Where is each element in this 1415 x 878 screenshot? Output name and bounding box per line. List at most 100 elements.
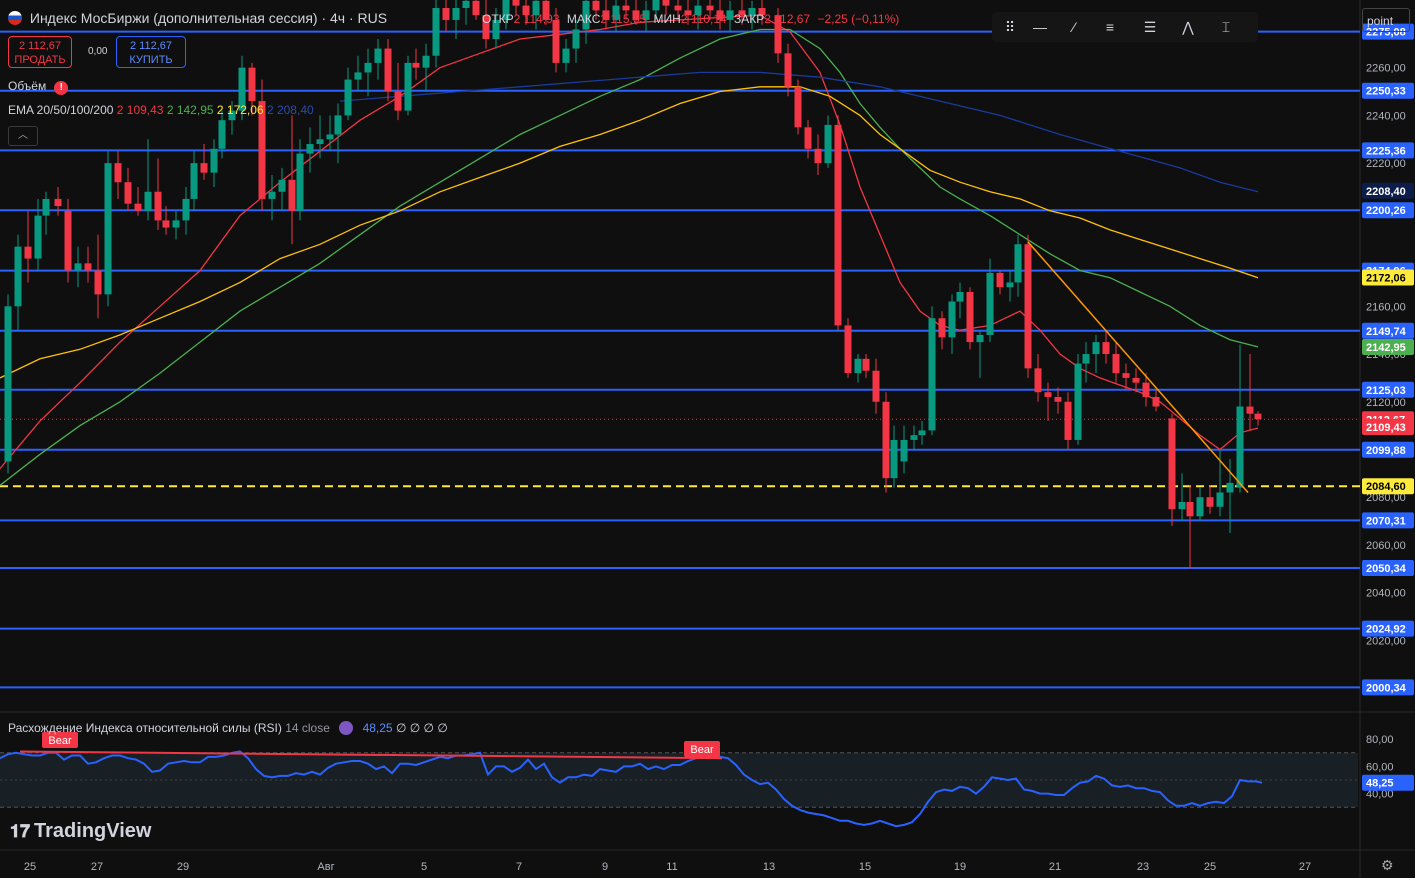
candle-body (268, 191, 276, 199)
volume-indicator-legend[interactable]: Объём! (8, 79, 69, 95)
candle (364, 48, 372, 97)
candle-body (94, 270, 102, 295)
rsi-source-icon[interactable] (339, 721, 354, 735)
candle-body (1064, 401, 1072, 440)
candle-body (172, 220, 180, 228)
date-axis-label: 25 (24, 861, 36, 873)
high-label: МАКС (566, 12, 601, 26)
level-price-badge (1362, 679, 1414, 696)
candle-body (862, 358, 870, 371)
fib-tool-icon[interactable]: ≡ (1105, 19, 1115, 35)
candle (706, 0, 714, 20)
rsi-legend[interactable]: Расхождение Индекса относительной силы (… (8, 721, 448, 735)
sell-button[interactable]: 2 112,67 ПРОДАТЬ (8, 36, 72, 68)
candle-body (472, 0, 480, 16)
trend-line-tool-icon[interactable]: ⁄ (1072, 19, 1076, 35)
rsi-last-value-badge (1362, 774, 1414, 791)
candle (834, 115, 842, 331)
price-axis-tick: 2120,00 (1366, 397, 1406, 409)
level-price-badge (1362, 620, 1414, 637)
candle (684, 0, 692, 25)
candle-body (1014, 244, 1022, 283)
gear-icon[interactable]: ⚙ (1381, 857, 1394, 873)
candle (54, 186, 62, 216)
pitchfork-tool-icon[interactable]: ☰ (1143, 19, 1157, 35)
candle (748, 0, 756, 30)
low-label: МИН (653, 12, 681, 26)
candle-body (218, 120, 226, 149)
candle (976, 330, 984, 378)
horizontal-line-tool-icon[interactable]: — (1033, 19, 1047, 35)
candle-body (238, 67, 246, 111)
candle (144, 139, 152, 221)
candle (334, 103, 342, 164)
pattern-tool-icon[interactable]: ⋀ (1182, 19, 1194, 35)
date-axis-label: 5 (421, 861, 427, 873)
date-axis-label: 29 (177, 861, 189, 873)
candle (716, 0, 724, 30)
price-axis[interactable]: 2260,002240,002220,002200,002160,002140,… (1362, 23, 1414, 696)
candle-body (1206, 497, 1214, 507)
tradingview-logo[interactable]: 𝟏𝟕 TradingView (10, 820, 151, 843)
candle (1064, 392, 1072, 450)
level-price-text: 2200,26 (1366, 205, 1406, 217)
candle-body (1226, 482, 1234, 493)
point-mode-button[interactable]: point (1362, 8, 1410, 32)
candle (14, 234, 22, 331)
price-axis-tick: 2240,00 (1366, 110, 1406, 122)
open-label: ОТКР (482, 12, 514, 26)
buy-price: 2 112,67 (129, 40, 172, 52)
candle-body (758, 8, 766, 16)
date-axis-label: 13 (763, 861, 775, 873)
candle (562, 39, 570, 73)
level-price-badge (1362, 202, 1414, 219)
high-value: 2 115,05 (600, 12, 647, 26)
level-price-badge (1362, 322, 1414, 339)
candle-body (228, 110, 236, 121)
symbol-title[interactable]: Индекс МосБиржи (дополнительная сессия) … (8, 10, 387, 26)
candle (268, 175, 276, 221)
level-price-text: 2250,33 (1366, 86, 1406, 98)
candle-body (384, 48, 392, 92)
indicator-price-text: 2109,43 (1366, 422, 1406, 434)
candle-body (422, 55, 430, 68)
candle-body (1142, 382, 1150, 397)
candle-body (706, 5, 714, 11)
candle-body (632, 10, 640, 20)
buy-button[interactable]: 2 112,67 КУПИТЬ (116, 36, 186, 68)
candle (662, 0, 670, 16)
candle-body (918, 430, 926, 436)
candle-body (774, 15, 782, 54)
candle-body (462, 0, 470, 8)
candle (34, 198, 42, 271)
downtrend-line[interactable] (1027, 241, 1249, 493)
measure-tool-icon[interactable]: ⌶ (1221, 19, 1231, 35)
date-axis-label: 19 (954, 861, 966, 873)
candle (844, 318, 852, 378)
candle (502, 0, 510, 30)
candle-body (182, 198, 190, 221)
indicator-price-badge (1362, 182, 1414, 199)
rsi-bearish-divergence-line (19, 750, 723, 760)
candle (74, 246, 82, 288)
candle-body (210, 148, 218, 173)
candle-body (1216, 492, 1224, 507)
date-axis[interactable]: 25 27 29 Авг 5 7 9 11 13 15 19 21 23 25 27 (24, 861, 1311, 873)
candle-body (542, 0, 550, 20)
bear-label-bg (42, 732, 78, 748)
candle-body (404, 62, 412, 111)
drag-handle-icon[interactable]: ⠿ (1004, 19, 1016, 35)
rsi-axis-tick: 80,00 (1366, 734, 1394, 746)
warning-icon[interactable]: ! (54, 81, 69, 95)
level-price-text: 2275,08 (1366, 27, 1406, 39)
level-price-badge (1362, 512, 1414, 529)
level-price-text: 2070,31 (1366, 515, 1406, 527)
ema-indicator-legend[interactable]: EMA 20/50/100/200 2 109,43 2 142,95 2 17… (8, 103, 314, 117)
trendline-layer[interactable] (1027, 241, 1249, 493)
level-price-badge (1362, 381, 1414, 398)
collapse-legend-button[interactable]: ︿ (8, 126, 38, 146)
candle-body (1054, 396, 1062, 402)
candle-body (344, 79, 352, 116)
